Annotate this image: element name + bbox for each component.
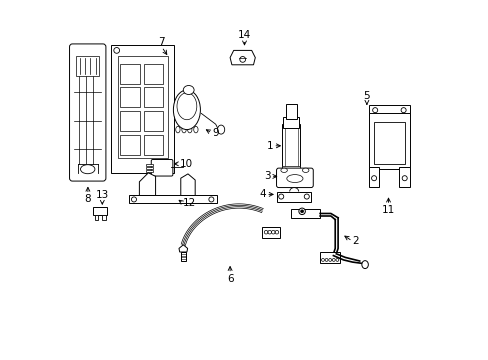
Polygon shape [139, 173, 155, 195]
Bar [320, 252, 339, 263]
FancyBboxPatch shape [151, 159, 172, 176]
Bar [143, 64, 163, 84]
Bar [76, 56, 99, 76]
Ellipse shape [279, 172, 303, 181]
Bar [368, 113, 409, 169]
Ellipse shape [217, 125, 224, 134]
Text: 10: 10 [179, 159, 192, 169]
Bar [290, 209, 320, 218]
FancyBboxPatch shape [276, 168, 313, 188]
FancyBboxPatch shape [69, 44, 106, 181]
Text: 11: 11 [381, 205, 394, 215]
Bar [120, 64, 140, 84]
Bar [146, 167, 153, 169]
Ellipse shape [286, 175, 303, 183]
Bar [399, 167, 409, 187]
Ellipse shape [177, 93, 196, 120]
Bar [368, 167, 379, 187]
Bar [146, 170, 153, 172]
Bar [276, 192, 310, 202]
Text: 6: 6 [226, 274, 233, 284]
Text: 8: 8 [84, 194, 91, 204]
Ellipse shape [302, 168, 308, 172]
Bar [262, 227, 280, 238]
Bar [118, 56, 167, 158]
Bar [181, 252, 185, 261]
Ellipse shape [275, 169, 306, 184]
Text: 7: 7 [158, 37, 164, 47]
Bar [120, 111, 140, 131]
Bar [143, 135, 163, 155]
Bar [93, 207, 107, 215]
Bar [146, 164, 153, 166]
Ellipse shape [183, 85, 194, 94]
Ellipse shape [173, 90, 200, 130]
Ellipse shape [193, 126, 198, 133]
Ellipse shape [280, 168, 287, 172]
Bar [120, 87, 140, 107]
Bar [143, 87, 163, 107]
Ellipse shape [175, 126, 180, 133]
Bar [111, 45, 174, 173]
Polygon shape [181, 174, 195, 195]
Bar [143, 111, 163, 131]
Bar [368, 105, 409, 115]
Text: 9: 9 [212, 128, 218, 138]
Text: 5: 5 [363, 91, 369, 101]
Bar [120, 135, 140, 155]
Ellipse shape [187, 126, 192, 133]
Text: 4: 4 [259, 189, 265, 199]
Bar [282, 124, 300, 173]
Text: 3: 3 [264, 171, 270, 181]
Ellipse shape [361, 261, 367, 269]
Text: 12: 12 [183, 198, 196, 208]
Circle shape [298, 208, 305, 215]
Polygon shape [230, 50, 255, 65]
Bar [128, 195, 216, 203]
Text: 14: 14 [237, 30, 251, 40]
Bar [285, 104, 296, 119]
Circle shape [300, 210, 303, 213]
Bar [95, 215, 98, 220]
Bar [102, 215, 105, 220]
Ellipse shape [182, 126, 186, 133]
Bar [283, 117, 299, 128]
Polygon shape [282, 166, 300, 173]
Text: 1: 1 [266, 141, 273, 151]
Text: 2: 2 [352, 236, 358, 246]
Ellipse shape [81, 165, 95, 174]
Text: 13: 13 [96, 190, 109, 200]
Bar [373, 122, 404, 164]
Polygon shape [179, 245, 187, 252]
